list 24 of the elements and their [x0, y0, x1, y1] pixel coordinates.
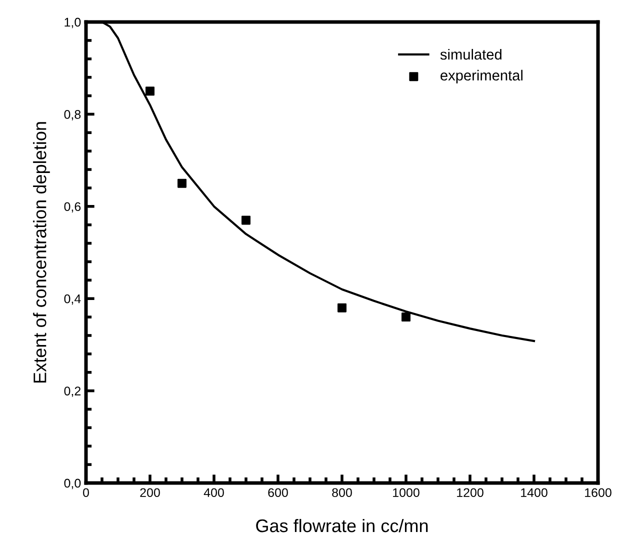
- x-tick-label: 200: [140, 488, 160, 498]
- x-tick-label: 1200: [457, 488, 484, 498]
- y-tick-label: 0,6: [64, 202, 81, 213]
- point: [338, 303, 346, 312]
- legend-label: simulated: [440, 48, 502, 60]
- y-axis-title: Extent of concentration depletion: [33, 122, 50, 383]
- x-tick-label: 1400: [521, 488, 548, 498]
- x-tick-label: 0: [83, 488, 89, 498]
- x-tick-label: 1600: [585, 488, 612, 498]
- y-tick-label: 1,0: [64, 18, 81, 28]
- y-tick-label: 0,4: [64, 294, 81, 305]
- point: [402, 312, 410, 322]
- point: [146, 86, 154, 96]
- x-tick-label: 800: [332, 488, 352, 498]
- point: [242, 216, 250, 225]
- y-tick-label: 0,0: [64, 478, 81, 490]
- x-axis-title: Gas flowrate in cc/mn: [256, 518, 428, 532]
- x-tick-label: 1000: [393, 488, 420, 498]
- point: [178, 178, 186, 188]
- legend-label: experimental: [440, 70, 522, 84]
- y-tick-label: 0,8: [64, 110, 81, 120]
- y-tick-label: 0,2: [64, 386, 81, 397]
- x-tick-label: 400: [204, 488, 224, 498]
- x-tick-label: 600: [268, 488, 288, 498]
